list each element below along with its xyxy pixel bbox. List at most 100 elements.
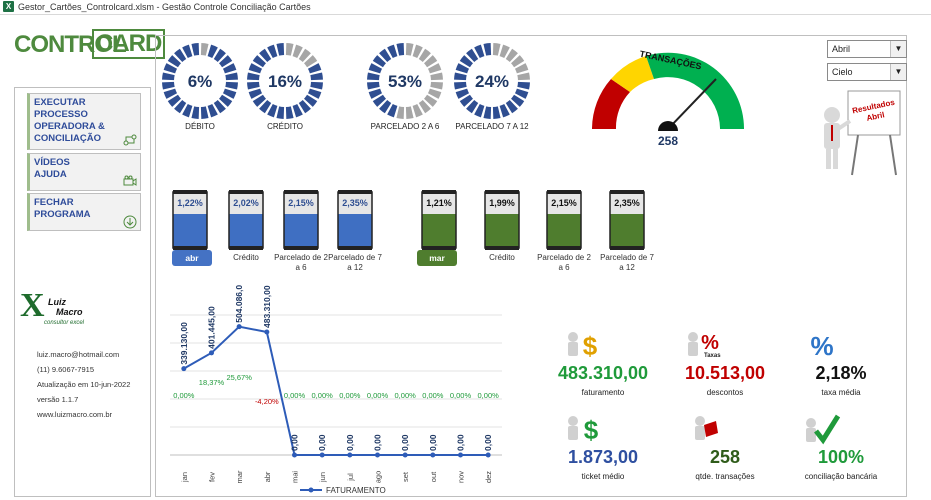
donut-segment [368, 88, 383, 99]
kpi-value: 483.310,00 [557, 363, 649, 383]
cylinder-bar [172, 190, 208, 250]
growth-label: 0,00% [339, 391, 361, 400]
cylinder-value: 1,21% [426, 198, 452, 208]
results-figure: Resultados Abril [818, 85, 904, 177]
window-titlebar: X Gestor_Cartões_Controlcard.xlsm - Gest… [0, 0, 931, 14]
donut-segment [213, 100, 226, 114]
operator-select[interactable]: Cielo ▼ [827, 63, 907, 81]
run-process-button[interactable]: EXECUTAR PROCESSO OPERADORA & CONCILIAÇÃ… [27, 93, 141, 150]
donut-segment [200, 43, 209, 56]
x-tick-label: fev [208, 472, 217, 482]
chevron-down-icon: ▼ [890, 64, 906, 80]
growth-label: 0,00% [367, 391, 389, 400]
donut-chart: 24% [452, 41, 532, 126]
donut-segment [514, 63, 529, 74]
donut-chart: 6% [160, 41, 240, 126]
data-point [485, 452, 491, 458]
chevron-down-icon: ▼ [890, 41, 906, 57]
help-videos-button[interactable]: VÍDEOS AJUDA [27, 153, 141, 191]
data-label: 0,00 [428, 434, 438, 451]
legend-label: FATURAMENTO [326, 486, 386, 495]
data-label: 401.445,00 [207, 306, 217, 349]
cylinder-bar [337, 190, 373, 250]
donut-segment [162, 81, 175, 90]
legend-marker [308, 487, 314, 493]
donut-percent: 16% [268, 72, 302, 91]
growth-label: 25,67% [226, 373, 252, 382]
donut-segment [163, 63, 178, 74]
logo-part2: CARD [92, 29, 166, 59]
download-arrow-icon [123, 215, 137, 229]
cylinder-label: Parcelado de 7 a 12 [328, 253, 382, 272]
donut-segment [367, 81, 380, 90]
video-camera-icon [123, 175, 137, 187]
kpi-value: 258 [709, 447, 741, 467]
close-program-button[interactable]: FECHAR PROGRAMA [27, 193, 141, 231]
cylinder-bar [228, 190, 264, 250]
data-label: 339.130,00 [179, 322, 189, 365]
donut-segment [276, 43, 285, 56]
cylinder-bar [546, 190, 582, 250]
donut-segment [474, 44, 485, 59]
x-tick-label: jan [180, 472, 189, 483]
cylinder-value: 2,35% [342, 198, 368, 208]
author-site[interactable]: www.luizmacro.com.br [37, 410, 113, 419]
donut-segment [222, 63, 237, 74]
data-point [458, 452, 463, 458]
author-email[interactable]: luiz.macro@hotmail.com [37, 350, 120, 359]
data-label: 0,00 [290, 434, 300, 451]
donut-segment [174, 48, 187, 62]
author-phone: (11) 9.6067-7915 [37, 365, 94, 374]
donut-segment [427, 88, 442, 99]
donut-segment [430, 81, 443, 90]
donut-segment [307, 88, 322, 99]
author-version: versão 1.1.7 [37, 395, 79, 404]
donut-segment [379, 48, 392, 62]
donut-segment [459, 94, 473, 107]
x-tick-label: ago [374, 471, 383, 484]
data-point [375, 452, 380, 458]
donut-segment [454, 81, 467, 90]
cylinder-bar [283, 190, 319, 250]
svg-text:$: $ [583, 331, 598, 361]
donut-segment [252, 94, 266, 107]
donut-chart: 16% [245, 41, 325, 126]
logo-part1: CONTROL [14, 31, 127, 58]
month-button-current[interactable]: abr [172, 250, 212, 266]
month-button-previous[interactable]: mar [417, 250, 457, 266]
donut-segment [310, 81, 323, 90]
donut-segment [367, 72, 380, 81]
donut-segment [368, 63, 383, 74]
growth-label: 0,00% [450, 391, 472, 400]
cylinder-value: 2,35% [614, 198, 640, 208]
process-icon [123, 134, 137, 146]
kpi-value: 100% [817, 447, 865, 467]
x-tick-label: nov [457, 471, 466, 483]
donut-segment [511, 94, 525, 107]
gauge-value: 258 [658, 134, 678, 148]
donut-segment [492, 43, 501, 56]
donut-segment [455, 63, 470, 74]
donut-segment [167, 55, 181, 68]
gauge-red-zone [592, 79, 630, 129]
gauge-needle [667, 78, 717, 130]
month-select-value: Abril [832, 44, 851, 54]
donut-segment [191, 43, 200, 56]
donut-segment [499, 103, 510, 118]
checkmark-icon [802, 413, 842, 450]
cylinder-label: Parcelado de 2 a 6 [537, 253, 591, 272]
data-label: 0,00 [317, 434, 327, 451]
donut-segment [459, 55, 473, 68]
month-select[interactable]: Abril ▼ [827, 40, 907, 58]
x-tick-label: mai [291, 471, 300, 483]
data-point [319, 452, 325, 458]
donut-segment [285, 43, 294, 56]
operator-select-value: Cielo [832, 67, 853, 77]
donut-segment [517, 72, 530, 81]
donut-segment [474, 103, 485, 118]
donut-segment [222, 88, 237, 99]
growth-label: 0,00% [422, 391, 444, 400]
donut-chart: 53% [365, 41, 445, 126]
kpi-label: qtde. transações [695, 472, 755, 481]
transactions-gauge: TRANSAÇÕES 258 [578, 33, 758, 155]
